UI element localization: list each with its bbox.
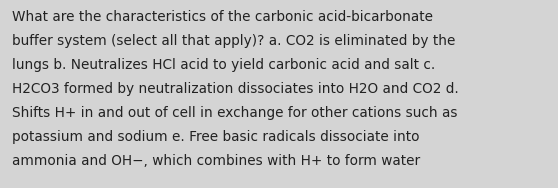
Text: potassium and sodium e. Free basic radicals dissociate into: potassium and sodium e. Free basic radic… (12, 130, 420, 144)
Text: buffer system (select all that apply)? a. CO2 is eliminated by the: buffer system (select all that apply)? a… (12, 34, 455, 48)
Text: What are the characteristics of the carbonic acid-bicarbonate: What are the characteristics of the carb… (12, 10, 433, 24)
Text: ammonia and OH−, which combines with H+ to form water: ammonia and OH−, which combines with H+ … (12, 154, 420, 168)
Text: Shifts H+ in and out of cell in exchange for other cations such as: Shifts H+ in and out of cell in exchange… (12, 106, 458, 120)
Text: lungs b. Neutralizes HCl acid to yield carbonic acid and salt c.: lungs b. Neutralizes HCl acid to yield c… (12, 58, 435, 72)
Text: H2CO3 formed by neutralization dissociates into H2O and CO2 d.: H2CO3 formed by neutralization dissociat… (12, 82, 459, 96)
